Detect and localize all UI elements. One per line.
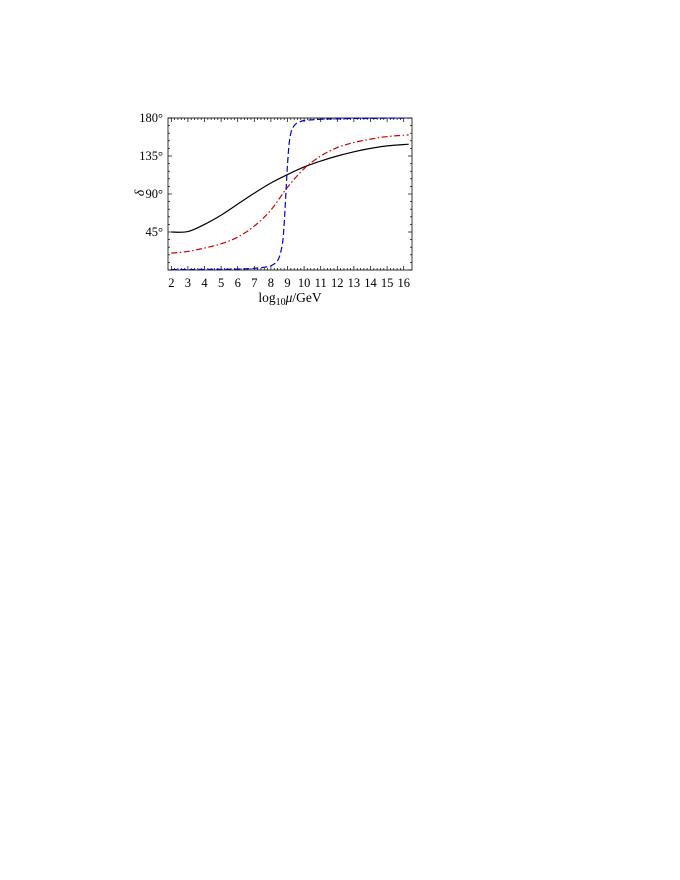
x-tick-label: 4 [201, 276, 208, 290]
x-tick-label: 2 [168, 276, 174, 290]
series-line-dashed [171, 117, 409, 271]
x-axis-label: log10μ/GeV [258, 290, 322, 308]
x-tick-label: 14 [364, 276, 377, 290]
x-tick-label: 11 [315, 276, 327, 290]
y-axis-label: δ [132, 189, 147, 196]
x-tick-label: 7 [251, 276, 257, 290]
x-tick-label: 8 [268, 276, 274, 290]
y-tick-label: 135° [139, 149, 163, 163]
x-tick-label: 5 [218, 276, 224, 290]
y-tick-label: 90° [146, 187, 164, 201]
x-axis-label-unit: /GeV [292, 290, 321, 305]
x-tick-label: 6 [235, 276, 241, 290]
y-tick-label: 180° [139, 111, 163, 125]
x-axis-label-mu: μ [285, 290, 293, 305]
x-tick-label: 15 [381, 276, 394, 290]
series-layer [171, 117, 409, 271]
series-line-solid [171, 143, 409, 233]
x-tick-label: 10 [298, 276, 311, 290]
x-tick-label: 3 [185, 276, 191, 290]
x-tick-label: 13 [348, 276, 361, 290]
x-axis-label-subscript: 10 [276, 297, 286, 308]
y-tick-label: 45° [146, 225, 164, 239]
series-line-dashdot [171, 134, 409, 254]
x-tick-label: 16 [397, 276, 410, 290]
x-tick-label: 9 [284, 276, 290, 290]
axis-ticks [168, 117, 412, 271]
x-tick-label: 12 [331, 276, 344, 290]
x-axis-label-log: log [258, 290, 276, 305]
